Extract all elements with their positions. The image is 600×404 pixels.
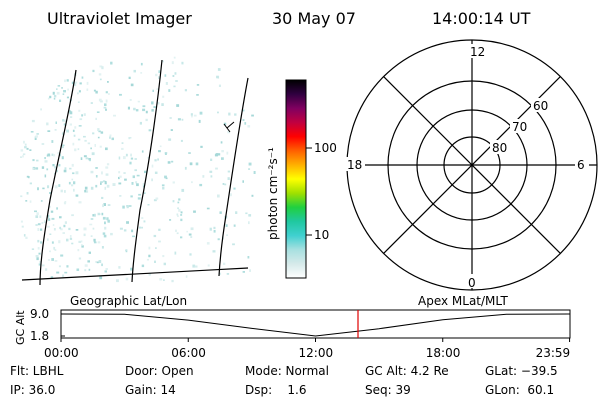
lat-label-80: 80: [492, 141, 507, 155]
lat-label-70: 70: [512, 120, 527, 134]
date-label: 30 May 07: [272, 9, 356, 28]
mlt-label-18: 18: [347, 158, 362, 172]
latitude-line: [21, 267, 249, 281]
y-tick-9: 9.0: [30, 307, 49, 321]
orbit-timeline: Geographic Lat/Lon Apex MLat/MLT GC Alt …: [14, 294, 571, 360]
mlt-label-0: 0: [468, 276, 476, 290]
ip-info: IP: 36.0: [10, 383, 55, 397]
colorbar-scale: [285, 79, 307, 279]
orbit-altitude-curve: [60, 313, 570, 337]
meridian-line-1: [39, 69, 77, 286]
x-tick-label: 23:59: [536, 346, 571, 360]
lat-label-60: 60: [533, 99, 548, 113]
colorbar-tick-label-100: 100: [314, 141, 337, 155]
timeline-left-title: Geographic Lat/Lon: [70, 294, 187, 308]
x-tick-label: 18:00: [426, 346, 461, 360]
emission-dots: [20, 56, 256, 283]
mlt-label-12: 12: [470, 45, 485, 59]
seq-info: Seq: 39: [365, 383, 411, 397]
gc-alt-info: GC Alt: 4.2 Re: [365, 364, 449, 378]
polar-meridian-diag-2: [383, 76, 561, 254]
colorbar-unit-label: photon cm⁻²s⁻¹: [266, 147, 280, 240]
timeline-y-axis-label: GC Alt: [14, 310, 27, 345]
x-tick-label: 12:00: [299, 346, 334, 360]
y-tick-1-8: 1.8: [30, 329, 49, 343]
timeline-right-title: Apex MLat/MLT: [418, 294, 508, 308]
polar-labels: 12 0 18 6 60 70 80: [345, 44, 589, 290]
auroral-image-panel: [20, 56, 256, 286]
x-tick-label: 06:00: [171, 346, 206, 360]
door-info: Door: Open: [125, 364, 194, 378]
status-info: Flt: LBHL Door: Open Mode: Normal GC Alt…: [10, 364, 558, 397]
time-label: 14:00:14 UT: [432, 9, 531, 28]
colorbar-tick-label-10: 10: [314, 228, 329, 242]
meridian-line-3: [218, 77, 249, 277]
meridian-line-2: [131, 59, 163, 283]
timeline-x-ticks: 00:00 06:00 12:00 18:00 23:59: [44, 338, 570, 360]
dsp-info: Dsp: 1.6: [245, 383, 307, 397]
glat-info: GLat: −39.5: [485, 364, 558, 378]
mlt-label-6: 6: [577, 158, 585, 172]
colorbar: 100 10 photon cm⁻²s⁻¹: [266, 79, 337, 279]
glon-info: GLon: 60.1: [485, 383, 554, 397]
x-tick-label: 00:00: [44, 346, 79, 360]
timeline-frame: [60, 309, 571, 339]
filter-info: Flt: LBHL: [10, 364, 64, 378]
mode-info: Mode: Normal: [245, 364, 329, 378]
instrument-title: Ultraviolet Imager: [47, 9, 192, 28]
gain-info: Gain: 14: [125, 383, 176, 397]
polar-plot: [346, 39, 598, 291]
site-marker: [223, 121, 235, 133]
